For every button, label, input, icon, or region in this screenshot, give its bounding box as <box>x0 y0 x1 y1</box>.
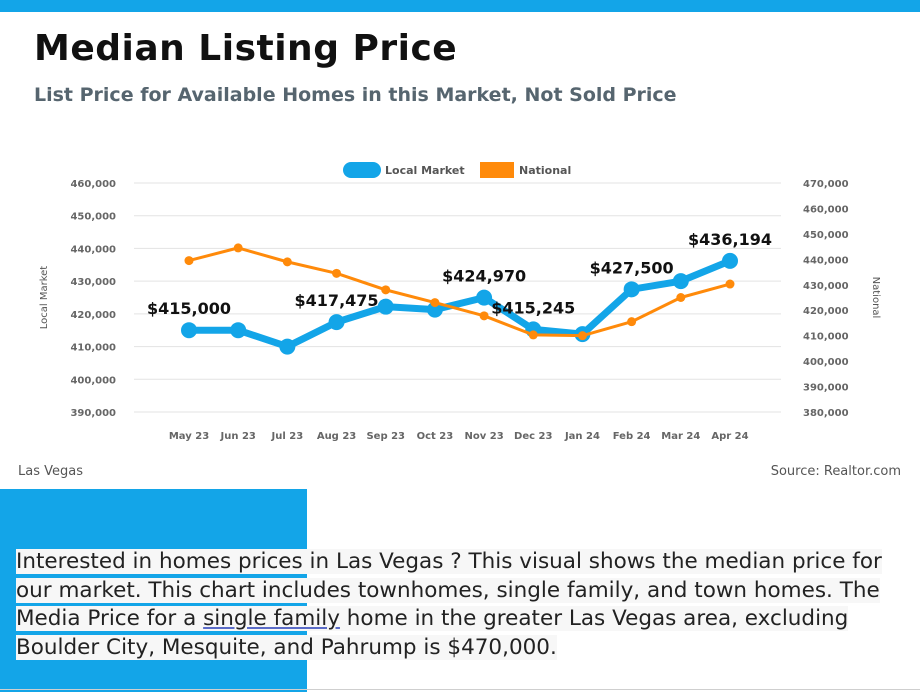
local-market-point <box>623 281 640 298</box>
y-right-tick-label: 450,000 <box>803 230 849 241</box>
x-tick-label: Mar 24 <box>661 431 700 442</box>
local-market-point <box>476 289 493 306</box>
national-point <box>479 311 489 321</box>
x-tick-label: May 23 <box>169 431 209 442</box>
x-tick-label: Jul 23 <box>271 431 304 442</box>
x-tick-label: Jun 23 <box>220 431 256 442</box>
y-right-tick-label: 440,000 <box>803 255 849 266</box>
national-point <box>282 257 292 267</box>
top-accent-bar <box>0 0 920 12</box>
y-right-tick-label: 420,000 <box>803 306 849 317</box>
y-right-tick-label: 390,000 <box>803 383 849 394</box>
local-market-point <box>722 252 738 269</box>
local-market-point <box>328 314 345 331</box>
y-left-tick-label: 450,000 <box>70 212 116 223</box>
y-left-axis-label: Local Market <box>39 266 50 330</box>
y-left-tick-label: 440,000 <box>70 244 116 255</box>
page-subtitle: List Price for Available Homes in this M… <box>34 84 677 106</box>
local-market-line <box>185 257 734 351</box>
x-tick-label: Sep 23 <box>366 431 405 442</box>
national-point <box>430 298 440 308</box>
legend-swatch-local <box>343 162 381 178</box>
x-tick-label: Oct 23 <box>417 431 454 442</box>
data-label: $415,000 <box>147 299 231 318</box>
national-point <box>577 331 587 341</box>
location-label: Las Vegas <box>18 464 83 479</box>
y-left-tick-label: 460,000 <box>70 179 116 190</box>
bottom-divider <box>0 689 920 690</box>
local-market-point <box>181 322 197 339</box>
y-right-tick-label: 460,000 <box>803 204 849 215</box>
local-market-point <box>230 322 247 339</box>
legend-label-national: National <box>519 164 571 177</box>
national-point <box>528 330 538 340</box>
national-point <box>627 317 637 327</box>
line-chart: 390,000 400,000 410,000 420,000 430,000 440,0… <box>39 162 881 442</box>
local-market-point <box>377 298 394 315</box>
y-right-tick-label: 400,000 <box>803 357 849 368</box>
page-title: Median Listing Price <box>34 28 458 69</box>
y-left-tick-label: 410,000 <box>70 343 116 354</box>
y-left-tick-label: 430,000 <box>70 277 116 288</box>
y-left-tick-label: 420,000 <box>70 310 116 321</box>
national-point <box>184 256 194 266</box>
y-right-axis-label: National <box>870 277 881 319</box>
national-point <box>233 243 243 253</box>
data-label: $415,245 <box>491 298 575 317</box>
source-label: Source: Realtor.com <box>770 464 901 479</box>
x-tick-label: Nov 23 <box>465 431 504 442</box>
local-market-point <box>672 273 689 290</box>
national-point <box>381 285 391 295</box>
local-market-point <box>426 301 443 318</box>
x-tick-label: Dec 23 <box>514 431 552 442</box>
y-left-tick-label: 400,000 <box>70 375 116 386</box>
x-tick-label: Aug 23 <box>317 431 356 442</box>
data-label: $424,970 <box>442 267 526 286</box>
data-label: $417,475 <box>295 291 379 310</box>
y-right-tick-label: 410,000 <box>803 332 849 343</box>
description-link[interactable]: single family <box>203 606 340 631</box>
legend-swatch-national <box>480 162 514 178</box>
y-right-tick-label: 430,000 <box>803 281 849 292</box>
data-label: $427,500 <box>590 258 674 277</box>
national-line <box>187 246 732 338</box>
data-label: $436,194 <box>688 230 772 249</box>
y-right-tick-label: 380,000 <box>803 408 849 419</box>
local-market-point <box>279 338 296 355</box>
description-part-1: Interested in homes prices in Las Vegas … <box>16 549 882 631</box>
description-text: Interested in homes prices in Las Vegas … <box>16 548 896 662</box>
x-tick-label: Apr 24 <box>711 431 748 442</box>
national-point <box>676 293 686 302</box>
legend-label-local: Local Market <box>385 164 465 177</box>
national-point <box>332 268 342 278</box>
x-tick-label: Feb 24 <box>613 431 651 442</box>
x-tick-label: Jan 24 <box>564 431 600 442</box>
y-right-tick-label: 470,000 <box>803 179 849 190</box>
y-left-tick-label: 390,000 <box>70 408 116 419</box>
national-point <box>725 279 735 289</box>
